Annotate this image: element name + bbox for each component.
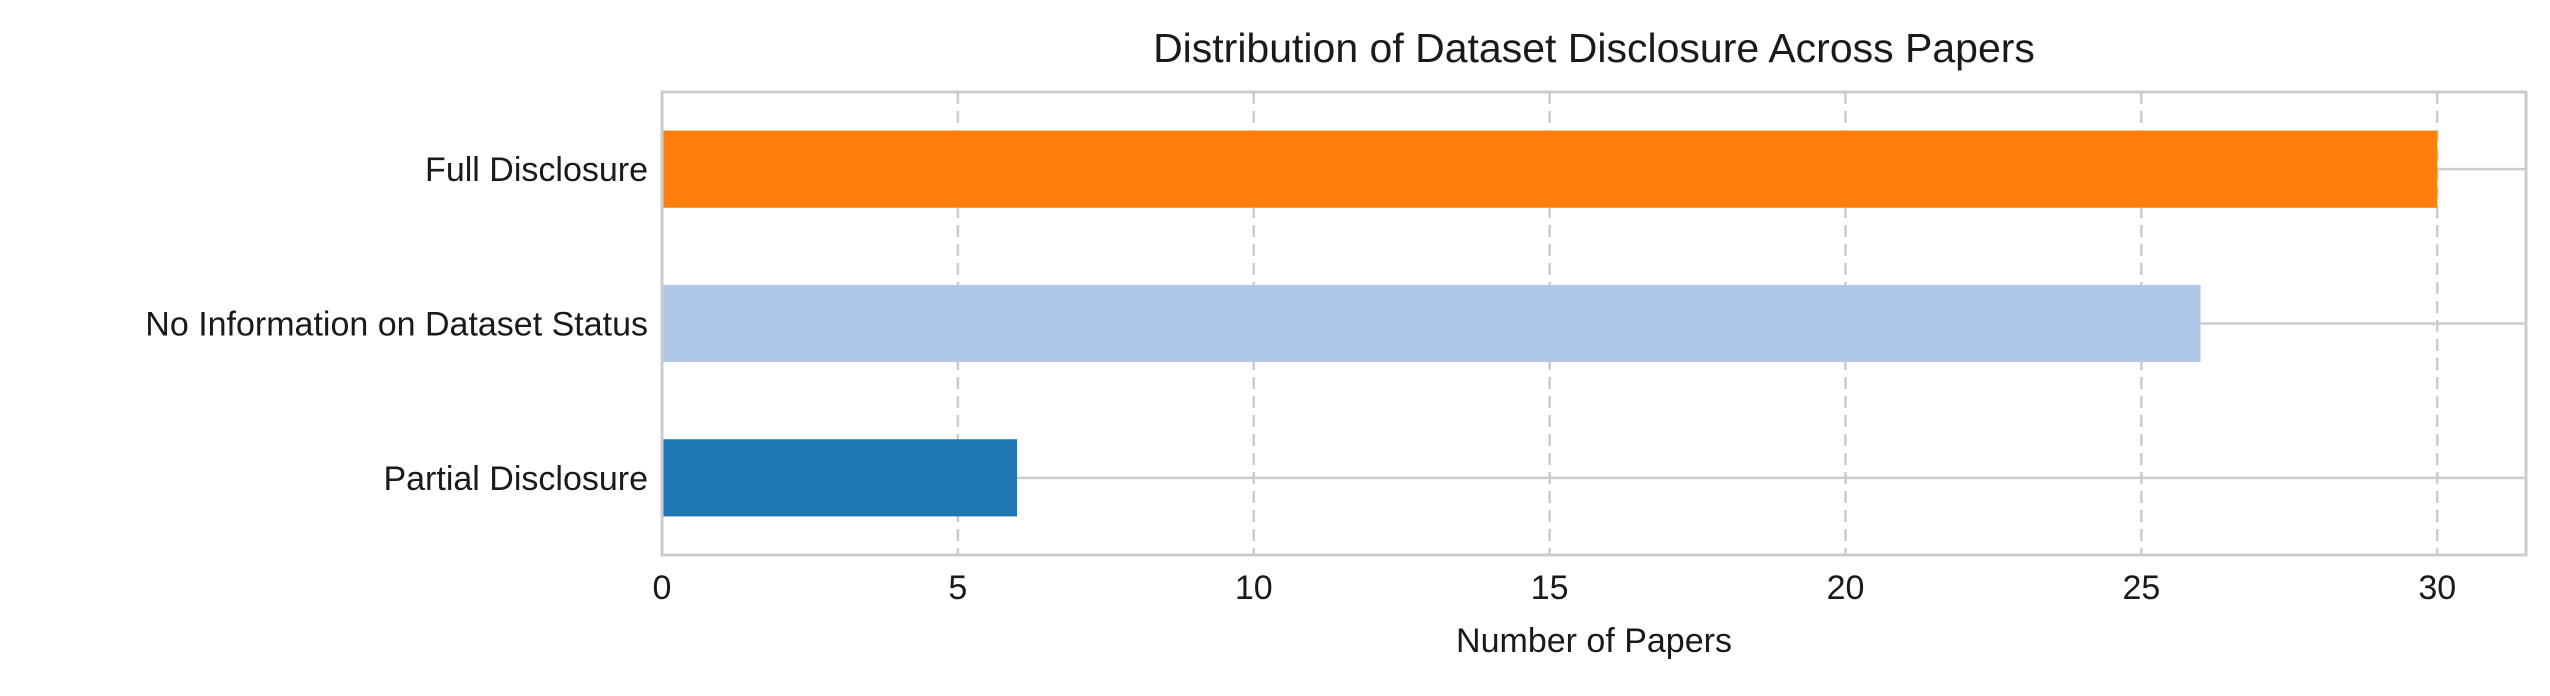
x-tick-label: 20 xyxy=(1827,569,1865,607)
x-axis-label: Number of Papers xyxy=(1456,622,1732,660)
bar-layer xyxy=(662,130,2438,517)
label-layer: Full Disclosure No Information on Dataset… xyxy=(145,151,2456,607)
chart-title: Distribution of Dataset Disclosure Acros… xyxy=(1153,25,2035,71)
x-tick-label: 30 xyxy=(2418,569,2456,607)
y-tick-label: Partial Disclosure xyxy=(383,460,648,498)
bar-partial-disclosure xyxy=(662,439,1018,517)
y-tick-label: No Information on Dataset Status xyxy=(145,306,648,344)
plot-frame xyxy=(660,90,2528,557)
x-tick-label: 0 xyxy=(653,569,672,607)
x-tick-label: 5 xyxy=(948,569,967,607)
x-tick-label: 25 xyxy=(2122,569,2160,607)
bar-full-disclosure xyxy=(662,130,2438,208)
x-tick-label: 10 xyxy=(1235,569,1273,607)
bar-no-information-on-dataset-status xyxy=(662,284,2201,363)
x-tick-label: 15 xyxy=(1531,569,1569,607)
y-tick-label: Full Disclosure xyxy=(425,151,648,189)
